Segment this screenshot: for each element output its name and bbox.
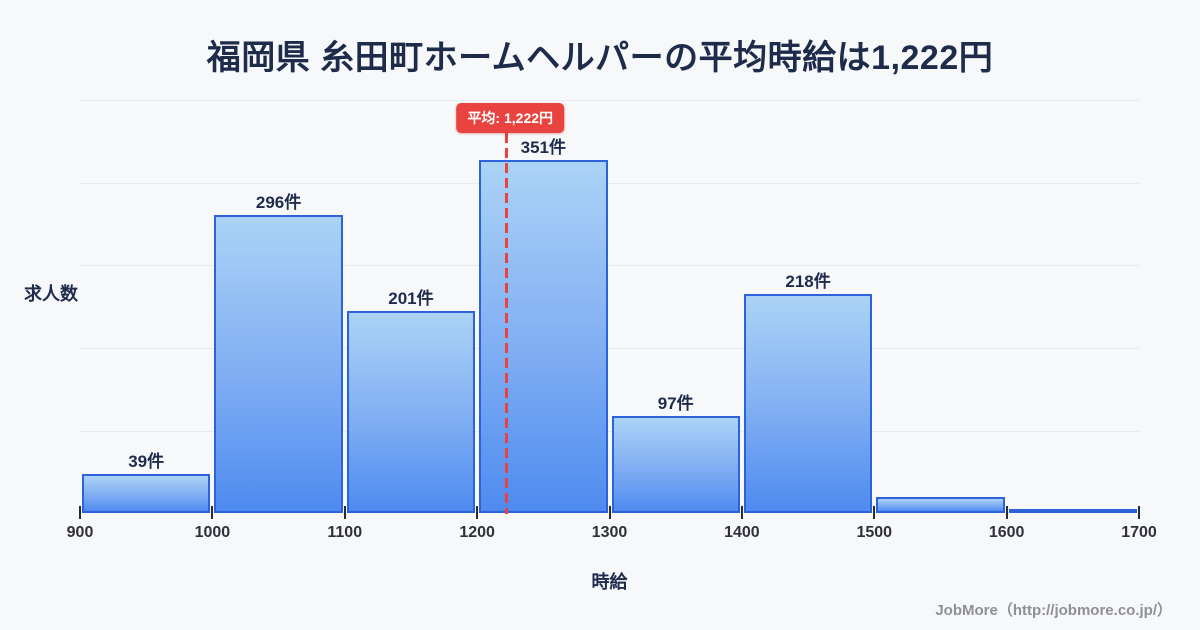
x-tick <box>79 506 81 519</box>
gridline <box>80 430 1139 432</box>
histogram-bar <box>82 474 211 514</box>
gridline <box>80 348 1139 350</box>
histogram-bar <box>1008 509 1137 514</box>
y-axis-label: 求人数 <box>24 284 78 304</box>
x-tick <box>476 506 479 519</box>
x-tick <box>873 506 876 519</box>
x-tick <box>740 506 743 519</box>
x-tick <box>1005 506 1008 519</box>
bar-count-label: 351件 <box>520 138 566 158</box>
x-tick-label: 1700 <box>1121 524 1157 541</box>
x-tick <box>608 506 611 519</box>
x-axis-label: 時給 <box>591 572 628 592</box>
x-tick <box>211 506 214 519</box>
bar-count-label: 218件 <box>785 271 831 291</box>
x-tick-label: 1400 <box>724 524 760 541</box>
average-badge: 平均: 1,222円 <box>456 103 565 133</box>
histogram-bar <box>611 415 740 514</box>
x-tick-label: 1600 <box>988 524 1025 541</box>
x-tick-label: 1300 <box>591 524 628 541</box>
x-tick-label: 1000 <box>194 524 231 541</box>
gridline <box>80 265 1139 267</box>
bar-count-label: 296件 <box>255 193 302 213</box>
bar-count-label: 39件 <box>128 452 165 472</box>
histogram-bar <box>214 215 343 514</box>
histogram-bar <box>346 311 476 514</box>
x-tick <box>1138 506 1140 519</box>
gridline <box>80 182 1139 184</box>
histogram-bar <box>479 160 608 514</box>
x-tick-label: 1100 <box>327 524 363 541</box>
x-tick-label: 1200 <box>459 524 495 541</box>
gridline <box>80 100 1139 101</box>
x-tick-label: 1500 <box>856 524 893 541</box>
chart-title: 福岡県 糸田町ホームヘルパーの平均時給は1,222円 <box>206 39 994 77</box>
footer-credit: JobMore（http://jobmore.co.jp/） <box>935 602 1172 619</box>
x-tick <box>343 506 346 519</box>
bar-count-label: 97件 <box>657 393 694 413</box>
histogram-bar <box>876 497 1005 514</box>
bar-count-label: 201件 <box>388 289 434 309</box>
average-dashed-line <box>504 133 508 514</box>
x-tick-label: 900 <box>66 524 94 541</box>
histogram-bar <box>743 293 873 514</box>
